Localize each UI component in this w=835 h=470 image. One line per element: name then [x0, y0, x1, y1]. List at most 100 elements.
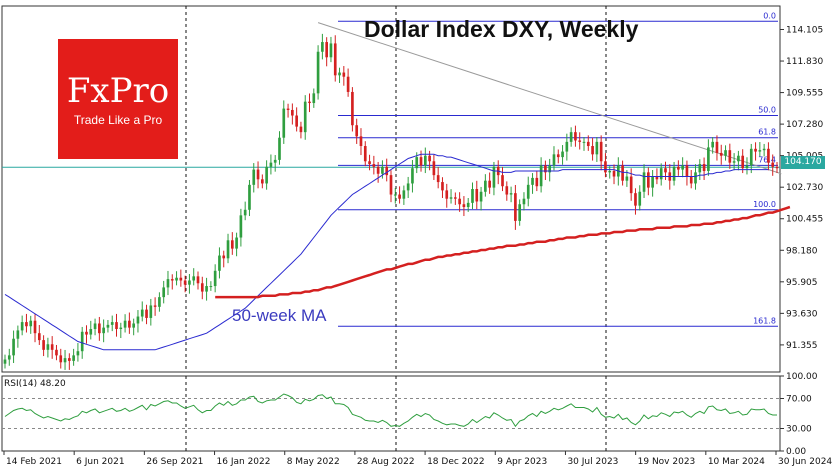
candle-body	[37, 333, 41, 341]
candle-body	[556, 154, 560, 158]
candle-body	[586, 141, 590, 147]
candle-body	[406, 183, 410, 191]
candle-body	[7, 355, 11, 360]
candle-body	[76, 351, 80, 356]
candle-body	[621, 165, 624, 181]
rsi-y-tick-label: 100.00	[786, 372, 818, 382]
ma-long-line	[215, 205, 791, 299]
candle-body	[689, 176, 693, 184]
candle-body	[145, 309, 148, 318]
candle-body	[514, 193, 517, 221]
candle-body	[63, 358, 67, 363]
candle-body	[50, 344, 54, 350]
candle-body	[741, 155, 745, 169]
fib-level-label: 0.0	[763, 11, 776, 20]
rsi-plot-frame	[1, 375, 781, 452]
candle-body	[707, 147, 710, 171]
candle-body	[312, 93, 316, 104]
candle-body	[235, 237, 238, 249]
candle-body	[625, 176, 629, 181]
candle-body	[599, 141, 603, 162]
candle-body	[273, 159, 277, 163]
candle-body	[419, 157, 423, 166]
x-tick-label: 8 May 2022	[287, 457, 340, 467]
candle-body	[98, 323, 101, 334]
candle-body	[209, 286, 213, 288]
candle-body	[230, 240, 234, 249]
candle-body	[732, 161, 736, 163]
candle-body	[256, 169, 260, 180]
candle-body	[269, 162, 273, 167]
candle-body	[715, 141, 719, 153]
rsi-label: RSI(14) 48.20	[4, 379, 66, 389]
brand-name: FxPro	[66, 71, 170, 111]
candle-body	[694, 172, 697, 184]
y-tick-label: 95.905	[786, 278, 818, 288]
candle-body	[25, 322, 28, 327]
candle-body	[136, 316, 140, 324]
candle-body	[767, 148, 770, 163]
candle-body	[29, 320, 33, 327]
candle-body	[158, 297, 161, 307]
y-tick-label: 91.355	[786, 341, 818, 351]
candle-body	[102, 327, 105, 334]
candle-body	[33, 320, 37, 334]
candle-body	[166, 279, 170, 288]
fib-level-label: 161.8	[753, 316, 776, 325]
candle-body	[423, 155, 427, 166]
candle-body	[325, 42, 328, 58]
candle-body	[402, 190, 406, 199]
candle-body	[20, 322, 24, 331]
candle-body	[535, 177, 539, 187]
candle-body	[449, 197, 453, 199]
candle-body	[411, 168, 414, 184]
rsi-y-tick-label: 70.00	[786, 395, 812, 405]
candle-body	[192, 276, 196, 281]
candle-body	[677, 166, 680, 170]
candle-body	[200, 283, 204, 292]
candle-body	[205, 286, 208, 292]
y-tick-label: 102.730	[786, 183, 823, 193]
candle-body	[153, 305, 157, 307]
current-price-tag: 104.170	[781, 156, 825, 169]
candle-body	[711, 141, 714, 148]
candle-body	[363, 146, 367, 162]
candle-body	[462, 204, 466, 208]
candle-body	[398, 194, 401, 199]
rsi-y-tick-label: 30.00	[786, 425, 812, 435]
x-tick-label: 18 Dec 2022	[427, 457, 485, 467]
candle-body	[46, 344, 50, 350]
candle-body	[372, 164, 376, 167]
candle-body	[702, 164, 706, 171]
candle-body	[775, 166, 779, 169]
candle-body	[492, 166, 496, 188]
candle-body	[638, 191, 642, 206]
candle-body	[196, 276, 200, 284]
x-tick-label: 19 Nov 2023	[638, 457, 696, 467]
candle-body	[522, 198, 526, 205]
candle-body	[591, 146, 594, 155]
candle-body	[110, 322, 114, 325]
candle-body	[428, 155, 431, 162]
candle-body	[565, 141, 569, 152]
candle-body	[338, 72, 341, 76]
candle-body	[582, 141, 586, 143]
x-tick-label: 10 Mar 2024	[708, 457, 765, 467]
candle-body	[265, 166, 268, 184]
candle-body	[321, 42, 324, 52]
candle-body	[222, 255, 226, 259]
candle-body	[526, 184, 530, 199]
candle-body	[629, 176, 633, 194]
candle-body	[724, 150, 727, 156]
candle-body	[12, 338, 15, 356]
candle-body	[548, 165, 552, 173]
candle-body	[436, 175, 440, 183]
candle-body	[93, 323, 97, 330]
candle-body	[128, 320, 131, 328]
y-tick-label: 109.555	[786, 89, 823, 99]
candle-body	[291, 109, 294, 116]
candle-body	[484, 180, 487, 192]
candle-body	[106, 324, 110, 328]
candle-body	[179, 277, 183, 281]
fib-level-label: 61.8	[758, 128, 776, 137]
